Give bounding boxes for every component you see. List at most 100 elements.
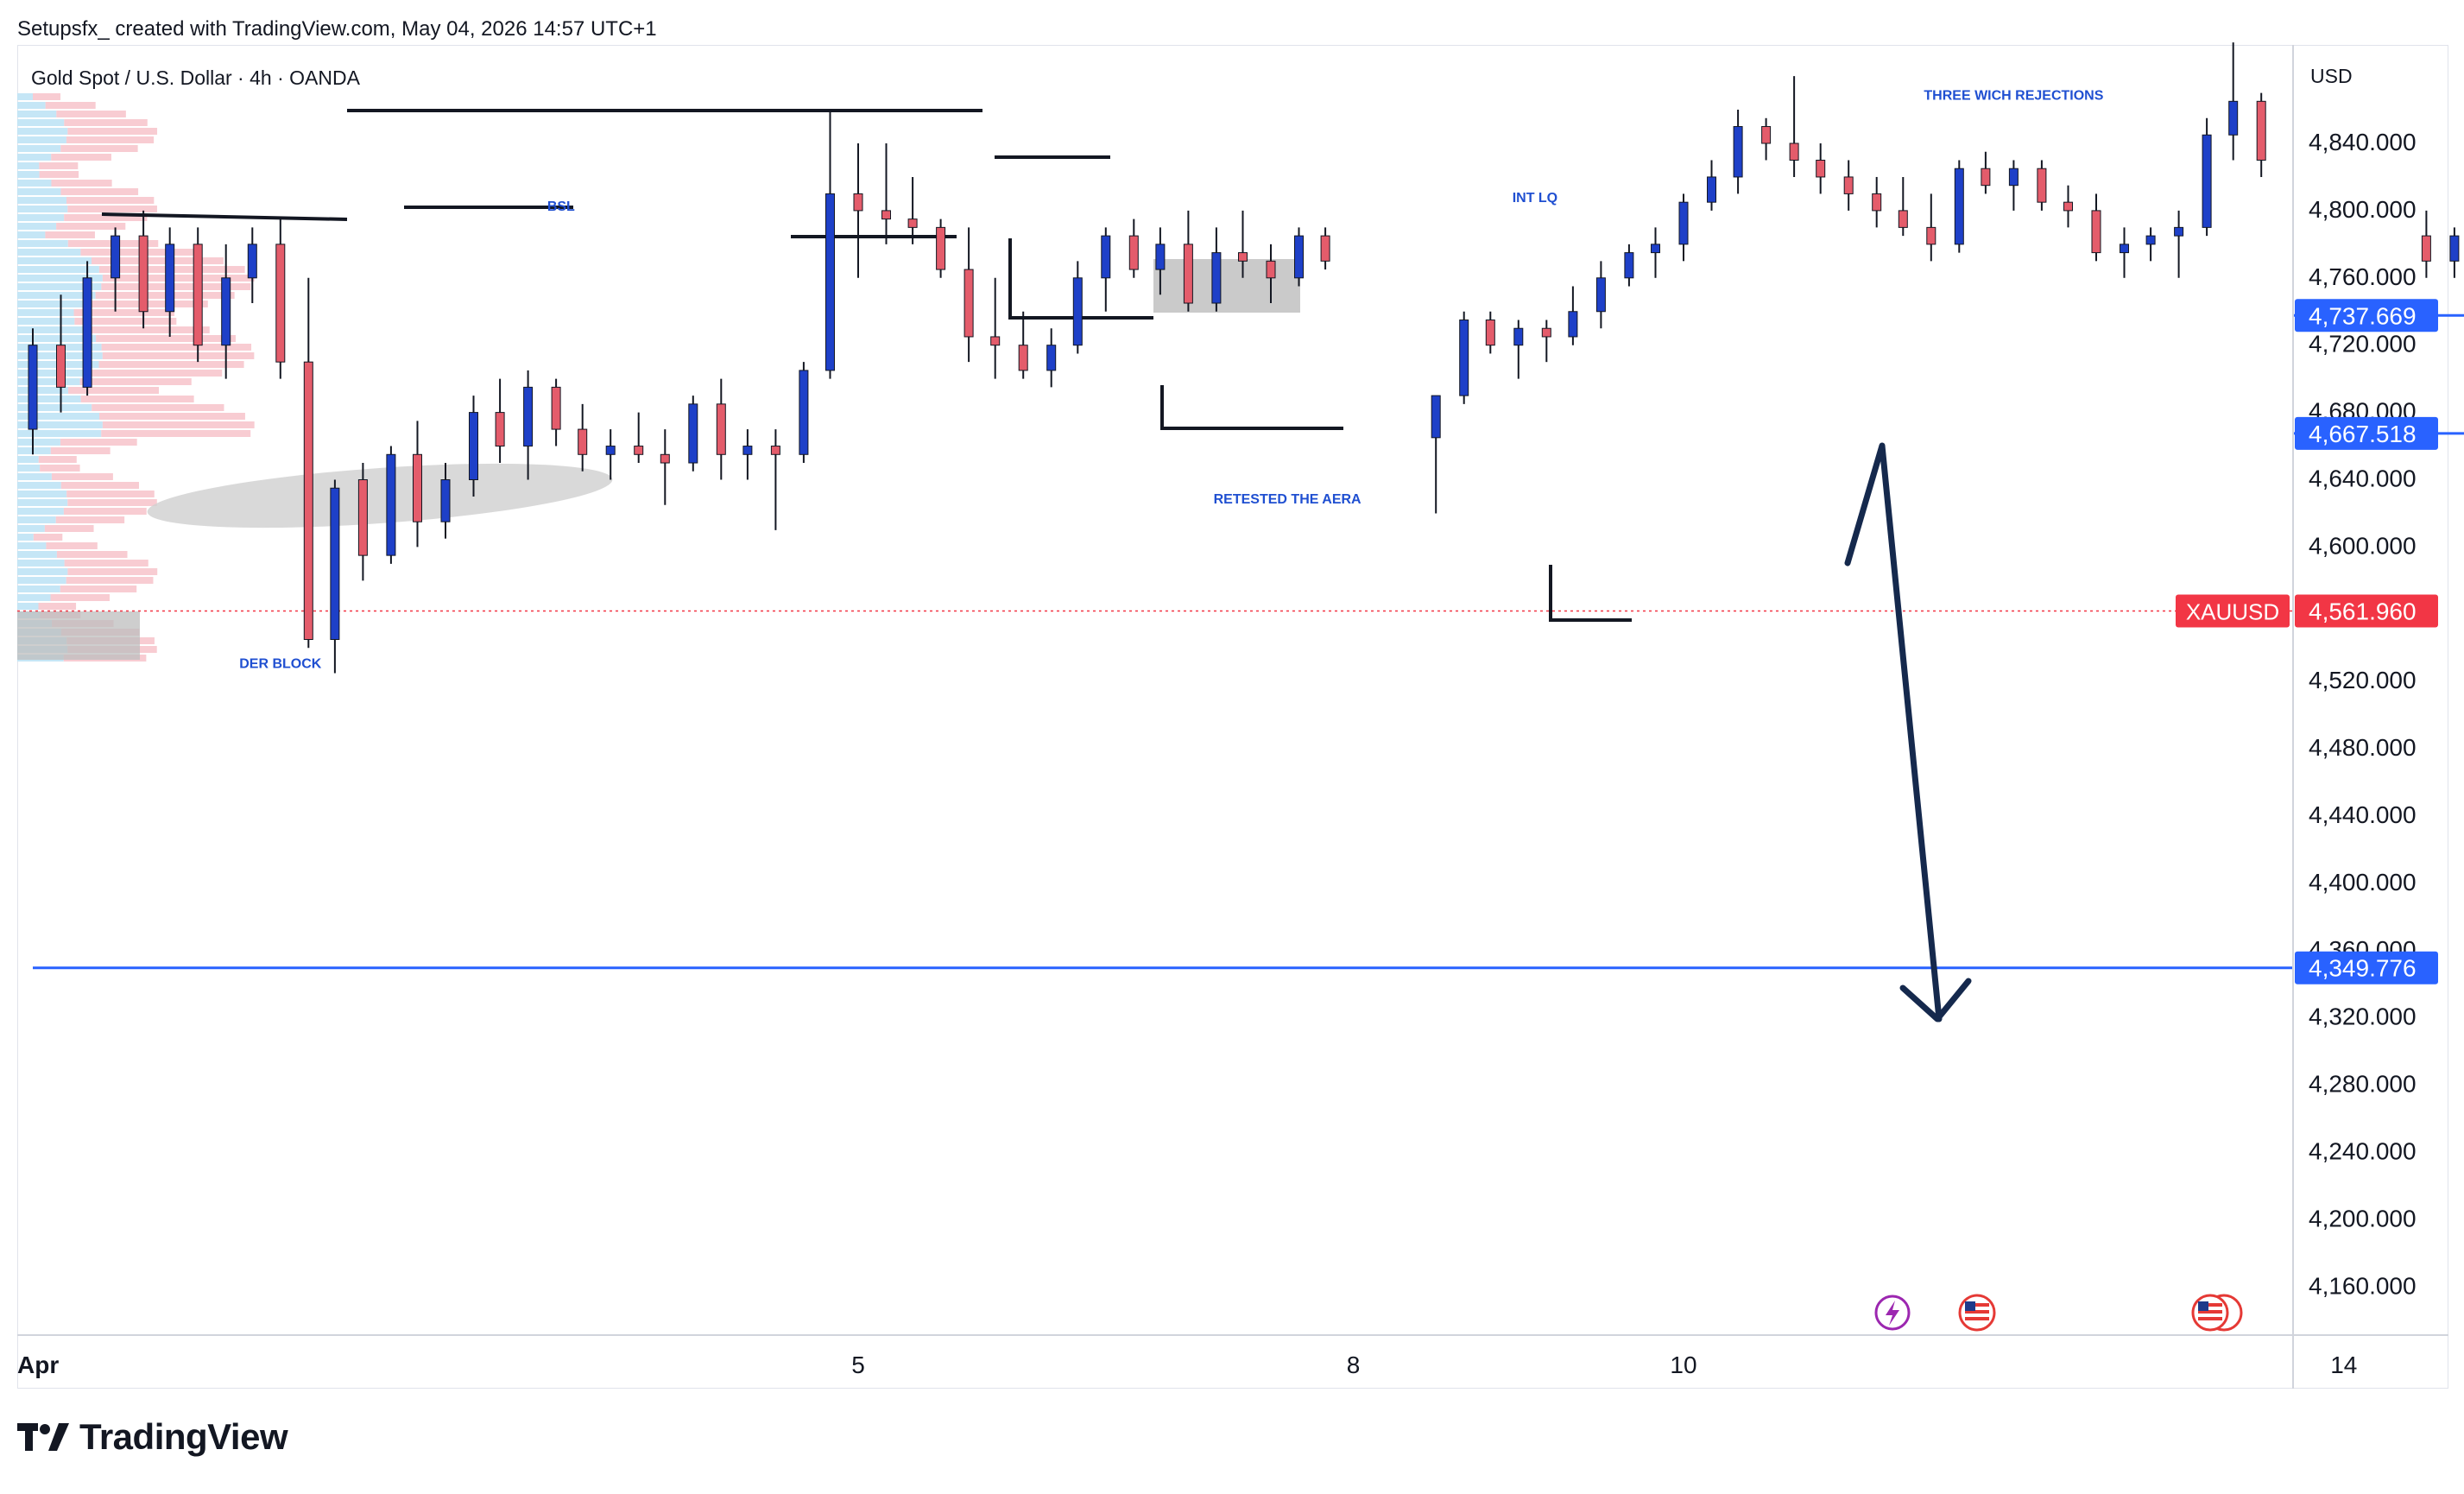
candle-body — [1294, 235, 1305, 279]
volume-profile-bar — [56, 111, 126, 117]
volume-profile-bar — [17, 223, 57, 230]
volume-profile-bar — [17, 318, 75, 325]
candle-body — [440, 479, 451, 522]
volume-profile-bar — [17, 603, 39, 610]
candle — [936, 218, 946, 278]
volume-profile-bar — [79, 378, 192, 385]
volume-profile-bar — [40, 465, 80, 472]
volume-profile-bar — [102, 421, 255, 428]
price-tick-label: 4,640.000 — [2309, 465, 2417, 492]
candle-body — [1898, 210, 1908, 228]
volume-profile-bar — [60, 188, 139, 195]
volume-profile-bar — [64, 214, 148, 221]
time-axis[interactable]: Apr5810141619222428May5710 — [17, 1334, 2464, 1378]
candle — [1541, 320, 1551, 363]
candle — [1046, 328, 1057, 388]
volume-profile-bar — [51, 154, 111, 161]
volume-profile-bar — [51, 473, 113, 480]
candle-body — [1843, 176, 1854, 194]
volume-profile-bar — [17, 378, 80, 385]
candle-body — [469, 412, 479, 481]
candle-body — [1101, 235, 1111, 279]
annotation-label: THREE WICH REJECTIONS — [1924, 88, 2103, 103]
candle — [247, 227, 257, 304]
candle-body — [1568, 311, 1578, 338]
volume-profile-bar — [67, 499, 157, 506]
volume-profile-bar — [45, 102, 96, 109]
candle — [907, 176, 918, 244]
candle — [990, 277, 1001, 379]
candle — [1624, 244, 1634, 287]
candle — [2145, 227, 2156, 262]
volume-profile-bar — [17, 482, 61, 489]
time-tick-label: 5 — [851, 1352, 865, 1378]
volume-profile-bar — [17, 111, 57, 117]
volume-profile-bar — [17, 128, 68, 135]
time-tick-label: 14 — [2330, 1352, 2357, 1378]
volume-profile-bar — [67, 206, 157, 212]
candle — [1981, 151, 1991, 194]
volume-profile-bar — [67, 568, 158, 575]
price-axis[interactable]: 4,840.0004,800.0004,760.0004,720.0004,68… — [2176, 45, 2438, 1389]
price-tick-label: 4,280.000 — [2309, 1071, 2417, 1098]
volume-profile-bar — [17, 430, 102, 437]
candle — [1761, 117, 1772, 161]
candle-body — [2063, 201, 2073, 212]
candle — [1459, 311, 1469, 404]
volume-profile-bar — [17, 413, 100, 420]
candle-body — [2449, 235, 2460, 262]
candle — [1072, 261, 1083, 354]
candle — [799, 362, 809, 464]
event-icons[interactable] — [1874, 1294, 2243, 1332]
volume-profile-bar — [17, 516, 56, 523]
volume-profile-bar — [17, 197, 67, 204]
candle — [1843, 160, 1854, 211]
volume-profile-bar — [66, 491, 155, 497]
volume-profile-bar — [66, 136, 155, 143]
candle-body — [853, 193, 863, 212]
candle — [303, 277, 313, 649]
volume-profile-bar — [101, 430, 251, 437]
volume-profile-bar — [102, 275, 255, 282]
volume-profile — [17, 93, 255, 662]
candle-body — [1018, 345, 1028, 371]
price-badge-label: 4,667.518 — [2309, 421, 2417, 447]
volume-profile-bar — [17, 568, 68, 575]
candle-body — [1761, 126, 1772, 144]
candle-body — [2256, 100, 2266, 161]
candle-body — [330, 487, 340, 641]
volume-profile-bar — [56, 223, 126, 230]
price-badge — [2295, 416, 2438, 450]
candle — [551, 378, 561, 446]
volume-profile-bar — [17, 257, 92, 264]
candle-body — [1211, 252, 1222, 304]
candle-body — [1128, 235, 1139, 270]
volume-profile-bar — [17, 499, 68, 506]
candle — [1237, 210, 1248, 278]
candle-body — [1595, 277, 1606, 313]
candle-body — [495, 412, 505, 447]
volume-profile-bar — [17, 465, 41, 472]
us-flag-icon — [1958, 1294, 1996, 1332]
candle — [138, 210, 148, 329]
candle — [440, 463, 451, 539]
volume-profile-bar — [17, 525, 45, 532]
volume-profile-bar — [44, 525, 94, 532]
candle-body — [1072, 277, 1083, 346]
candle-body — [881, 210, 892, 220]
candle — [193, 227, 203, 363]
volume-profile-bar — [17, 214, 65, 221]
candle-body — [412, 453, 422, 522]
annotation-label: DER BLOCK — [239, 657, 322, 672]
candle — [221, 244, 231, 379]
candle-body — [2202, 134, 2212, 228]
candle-body — [275, 244, 286, 363]
time-tick-label: Apr — [17, 1352, 59, 1378]
candle-body — [578, 428, 588, 455]
volume-profile-bar — [73, 309, 175, 316]
price-badge-label: 4,349.776 — [2309, 955, 2417, 982]
candle-body — [799, 370, 809, 455]
candle — [1595, 261, 1606, 329]
candle-body — [1155, 244, 1166, 270]
